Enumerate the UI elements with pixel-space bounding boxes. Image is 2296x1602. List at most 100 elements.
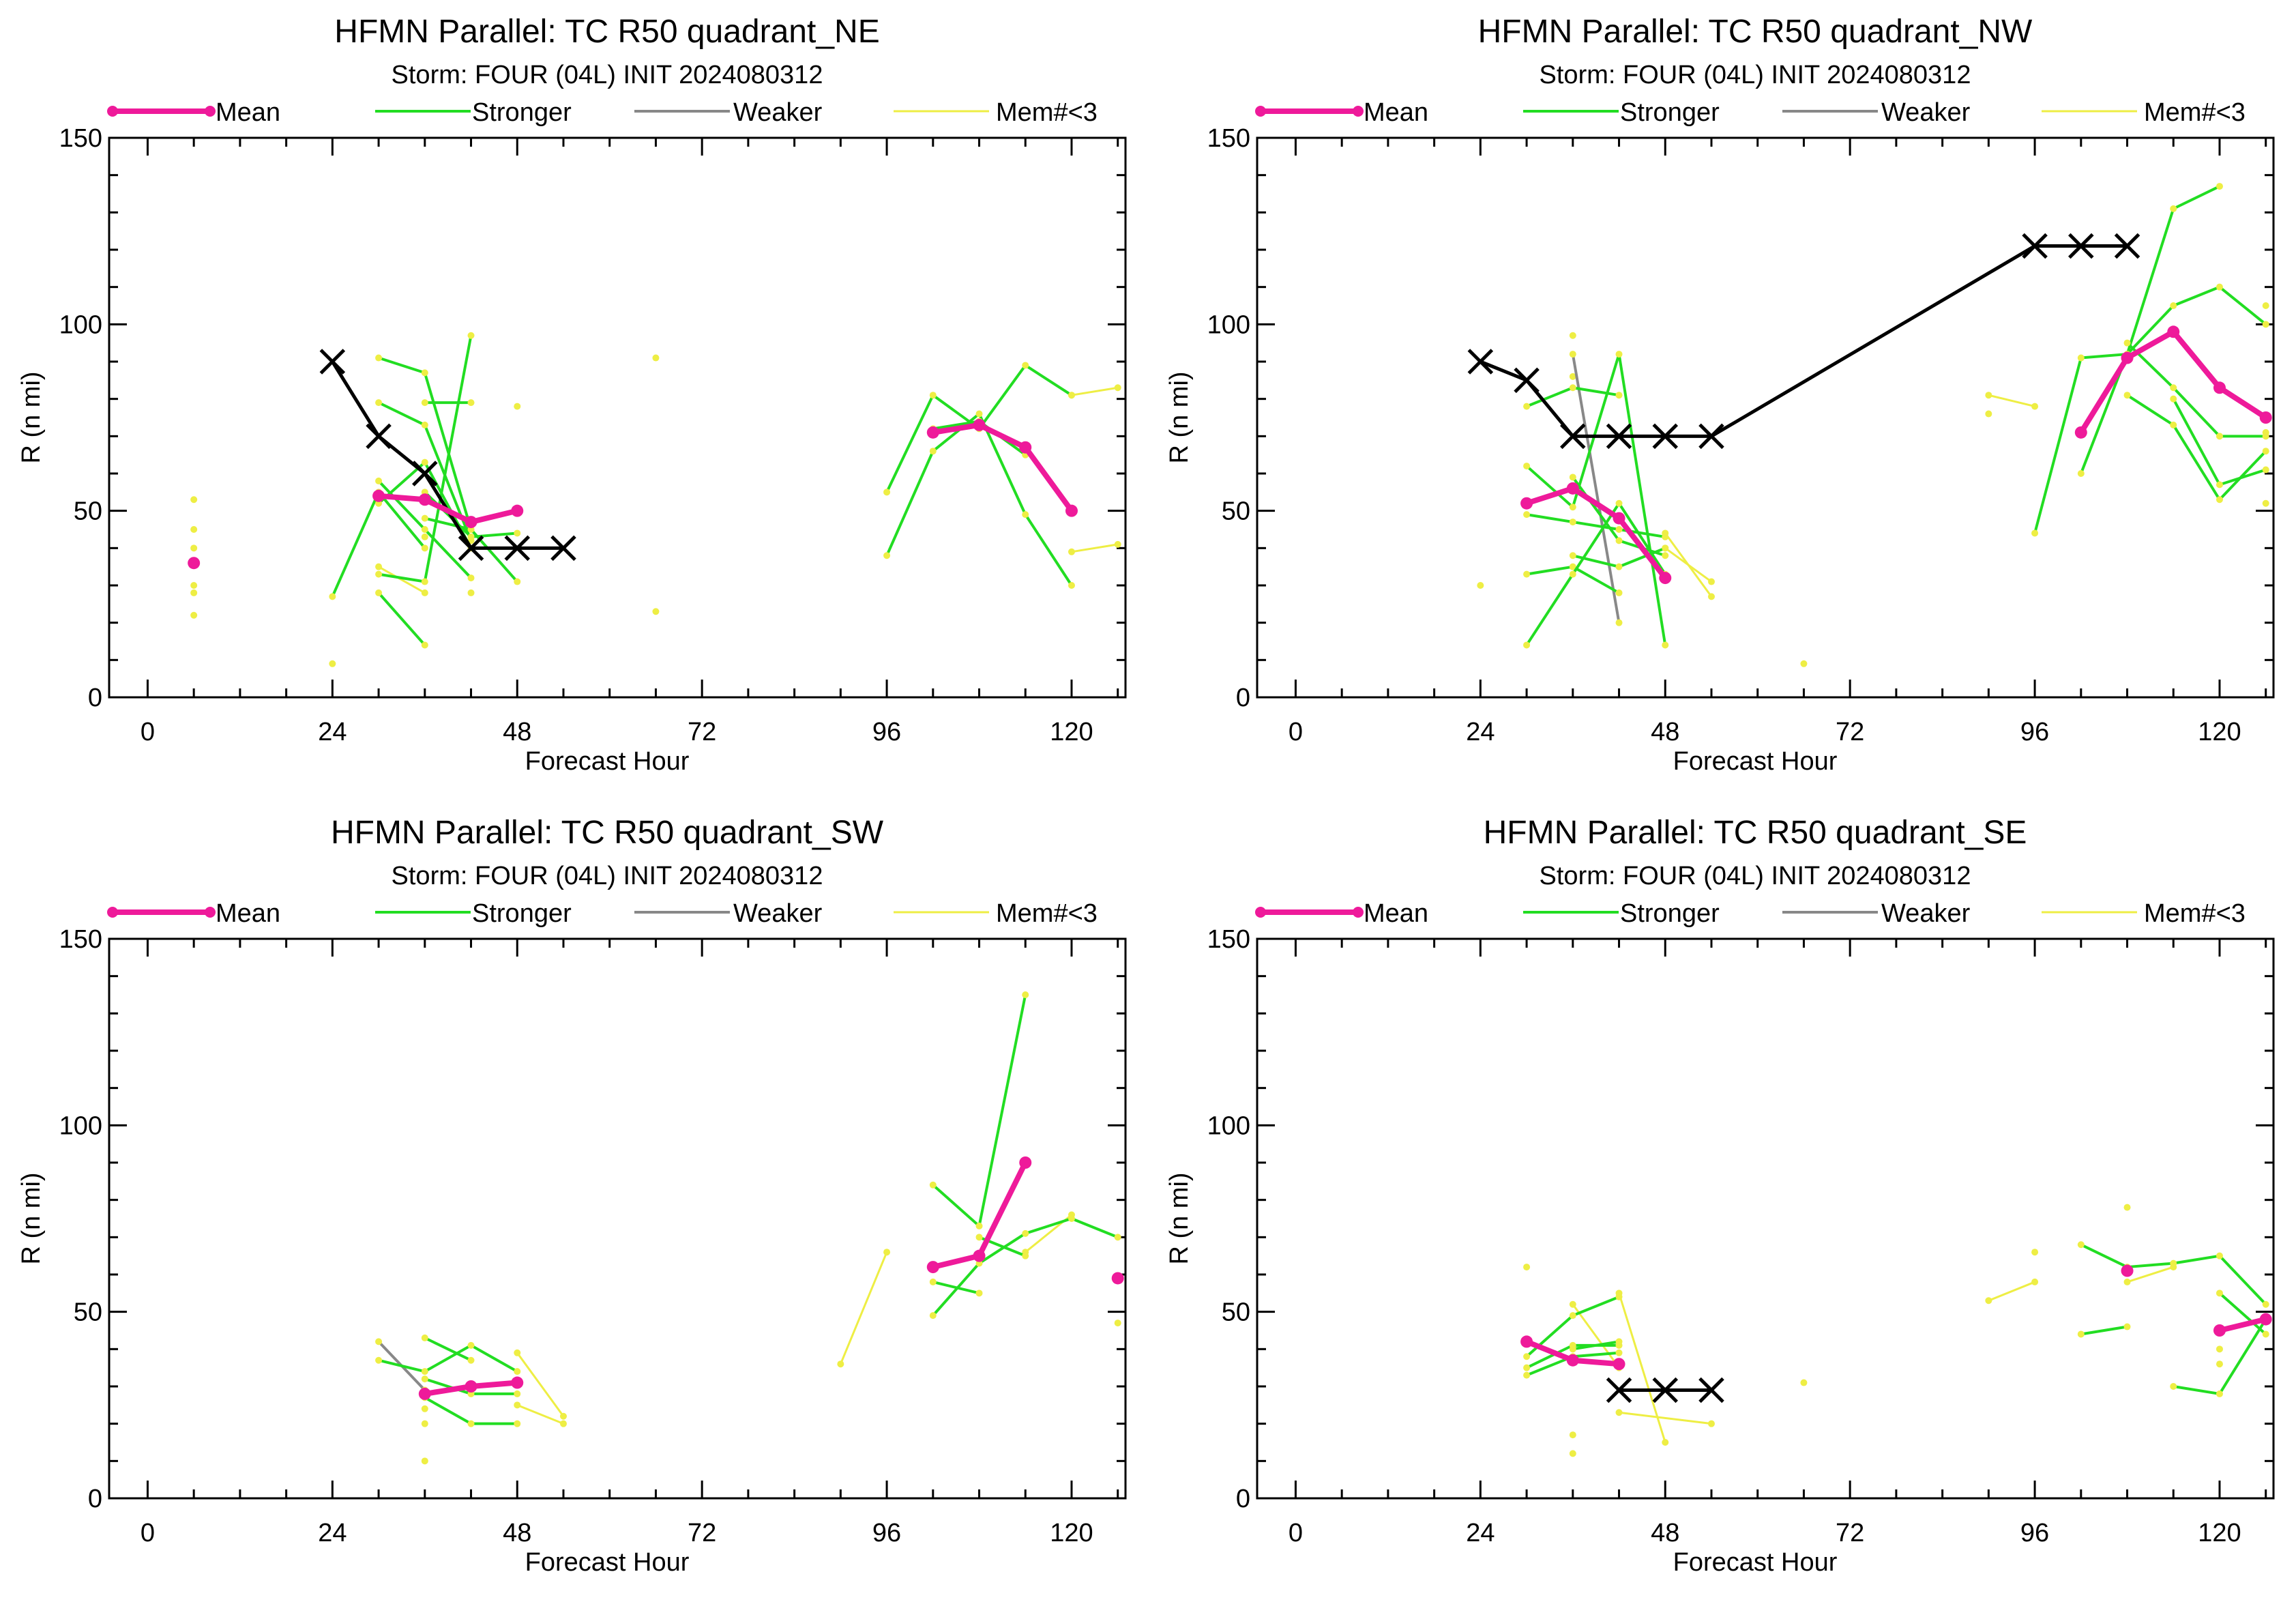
- y-tick-label: 150: [59, 925, 102, 954]
- chart-panel-nw: HFMN Parallel: TC R50 quadrant_NW Storm: …: [1148, 0, 2296, 801]
- stronger-series-point: [2170, 302, 2177, 309]
- few-member-series-point: [559, 1412, 567, 1420]
- chart-svg: HFMN Parallel: TC R50 quadrant_SW Storm: …: [17, 815, 1127, 1577]
- stronger-series-point: [1615, 563, 1623, 570]
- y-tick-label: 50: [74, 1298, 102, 1327]
- chart-svg: HFMN Parallel: TC R50 quadrant_NE Storm: …: [17, 14, 1127, 776]
- mean-line: [1525, 485, 1668, 580]
- stronger-series-point: [467, 332, 475, 339]
- legend-mean-marker: [1353, 907, 1364, 918]
- stronger-series-point: [1662, 641, 1669, 649]
- stronger-series-point: [1523, 1371, 1531, 1379]
- x-tick-label: 72: [1836, 718, 1864, 746]
- few-member-series-point: [1114, 1320, 1121, 1327]
- stronger-series-point: [1068, 1215, 1075, 1222]
- few-member-series-point: [329, 660, 336, 667]
- x-tick-label: 72: [688, 718, 716, 746]
- legend-mean-marker: [1255, 106, 1266, 117]
- stronger-series-point: [467, 1341, 475, 1349]
- stronger-series-point: [1569, 519, 1576, 526]
- stronger-series-point: [421, 514, 428, 522]
- stronger-series-point: [421, 1368, 428, 1375]
- stronger-series-point: [1068, 392, 1075, 399]
- mean-line: [378, 493, 518, 525]
- mean-point: [2167, 325, 2180, 338]
- stronger-series-point: [1569, 1312, 1576, 1320]
- chart-subtitle: Storm: FOUR (04L) INIT 2024080312: [392, 61, 823, 89]
- stronger-series-line: [331, 491, 426, 598]
- stronger-series-point: [421, 1334, 428, 1341]
- few-member-series-point: [514, 1401, 521, 1409]
- legend-stronger-label: Stronger: [472, 98, 572, 127]
- stronger-series-point: [1523, 1353, 1531, 1360]
- series-layer: [375, 991, 1124, 1465]
- stronger-series-point: [1022, 991, 1029, 998]
- few-member-series-point: [2123, 1278, 2131, 1285]
- few-member-series-point: [2031, 1278, 2039, 1285]
- mean-point: [465, 516, 477, 529]
- stronger-series-point: [2216, 481, 2223, 489]
- x-tick-label: 48: [503, 1519, 531, 1547]
- stronger-series-point: [2216, 1290, 2223, 1297]
- y-tick-label: 150: [1207, 925, 1250, 954]
- mean-point: [511, 504, 524, 517]
- stronger-series-point: [1114, 1234, 1121, 1241]
- x-tick-label: 0: [1289, 1519, 1303, 1547]
- chart-panel-ne: HFMN Parallel: TC R50 quadrant_NE Storm: …: [0, 0, 1148, 801]
- stronger-series-point: [929, 392, 937, 399]
- y-tick-label: 150: [59, 124, 102, 153]
- stronger-series-line: [2125, 394, 2267, 501]
- stronger-series-point: [2262, 1330, 2269, 1338]
- few-member-series-line: [377, 566, 426, 594]
- stronger-series-line: [885, 412, 1073, 587]
- best-track-line: [1480, 244, 2128, 438]
- legend: Mean Stronger Weaker Mem#<3: [107, 899, 1098, 928]
- best-track-marker: [1606, 423, 1632, 450]
- plot-frame: [1256, 937, 2275, 1500]
- chart-subtitle: Storm: FOUR (04L) INIT 2024080312: [392, 862, 823, 890]
- legend-mean-label: Mean: [216, 98, 280, 127]
- mean-point: [926, 1261, 939, 1274]
- stronger-series-line: [2125, 341, 2267, 438]
- y-axis-label: R (n mi): [1165, 371, 1194, 463]
- stronger-series-point: [514, 1368, 521, 1375]
- y-tick-label: 0: [1236, 684, 1250, 712]
- mean-point: [188, 557, 201, 570]
- stronger-series-line: [2079, 1325, 2129, 1336]
- stronger-series-point: [2262, 448, 2269, 455]
- best-track-marker: [504, 535, 531, 562]
- stronger-series-point: [1569, 384, 1576, 392]
- stronger-series-point: [2077, 354, 2085, 362]
- few-member-series-point: [1662, 1439, 1669, 1446]
- x-tick-label: 96: [872, 718, 901, 746]
- best-track-marker: [1652, 1377, 1679, 1403]
- mean-point: [1019, 441, 1032, 454]
- y-tick-label: 100: [59, 310, 102, 339]
- stronger-series-point: [2262, 1300, 2269, 1308]
- chart-title: HFMN Parallel: TC R50 quadrant_SW: [331, 815, 884, 851]
- chart-panel-sw: HFMN Parallel: TC R50 quadrant_SW Storm: …: [0, 801, 1148, 1602]
- best-track-marker: [2022, 233, 2048, 259]
- mean-point: [1659, 572, 1672, 585]
- stronger-series-point: [1569, 552, 1576, 559]
- mean-point: [418, 493, 431, 506]
- few-member-series-point: [2031, 1249, 2039, 1256]
- stronger-series-point: [1523, 463, 1531, 470]
- stronger-series-line: [1571, 1340, 1621, 1351]
- stronger-series-point: [375, 589, 383, 596]
- few-member-series-point: [190, 544, 198, 552]
- stronger-series-point: [2170, 421, 2177, 428]
- few-member-series-point: [1569, 1450, 1576, 1457]
- x-tick-label: 96: [872, 1519, 901, 1547]
- stronger-series-point: [1615, 526, 1623, 533]
- y-axis-label: R (n mi): [1165, 1172, 1194, 1264]
- mean-point: [2074, 426, 2087, 439]
- x-tick-label: 72: [688, 1519, 716, 1547]
- x-tick-label: 48: [1651, 718, 1679, 746]
- few-member-series-point: [652, 608, 660, 615]
- legend: Mean Stronger Weaker Mem#<3: [107, 98, 1098, 127]
- stronger-series-point: [2170, 395, 2177, 403]
- x-axis: 0 24 48 72 96 120 Forecast Hour: [1289, 939, 2267, 1577]
- stronger-series-line: [2079, 285, 2267, 475]
- stronger-series-point: [1662, 544, 1669, 552]
